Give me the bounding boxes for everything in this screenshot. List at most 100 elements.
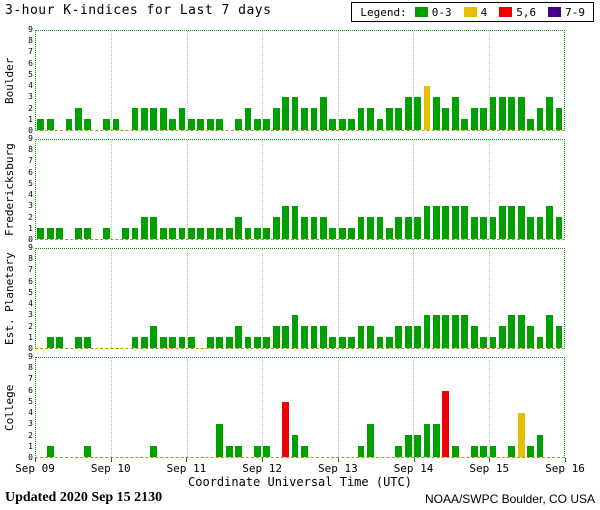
k-bar — [404, 326, 412, 348]
k-bar — [75, 337, 82, 348]
k-slot — [272, 31, 281, 130]
k-slot — [177, 140, 186, 239]
x-tick-label: Sep 16 — [545, 462, 585, 475]
k-slot — [432, 249, 441, 348]
x-tick-label: Sep 10 — [90, 462, 131, 475]
k-slot — [224, 249, 233, 348]
k-bar — [188, 119, 195, 130]
k-slot — [451, 249, 460, 348]
k-slot — [319, 31, 328, 130]
k-bar — [348, 337, 356, 348]
k-bar — [169, 337, 176, 348]
k-bar — [254, 446, 261, 457]
k-bar — [329, 228, 337, 239]
k-slot — [545, 31, 554, 130]
k-bar — [291, 315, 299, 348]
y-tick-label: 1 — [28, 223, 33, 233]
k-slot — [385, 31, 394, 130]
k-bar — [46, 228, 54, 239]
k-slot — [206, 249, 215, 348]
k-slot — [158, 31, 167, 130]
k-slot — [272, 140, 281, 239]
k-slot — [102, 140, 111, 239]
k-slot — [262, 31, 271, 130]
k-bar — [159, 108, 167, 130]
k-slot — [460, 140, 469, 239]
k-slot — [545, 140, 554, 239]
k-slot — [347, 358, 356, 457]
x-tick-label: Sep 11 — [166, 462, 207, 475]
k-slot — [469, 31, 478, 130]
k-slot — [111, 249, 120, 348]
k-bar — [395, 108, 403, 130]
k-slot — [272, 249, 281, 348]
k-bar — [423, 424, 431, 457]
legend-entry: 4 — [463, 6, 487, 19]
k-bar — [131, 337, 139, 348]
x-tick — [413, 458, 415, 462]
k-bar — [404, 435, 412, 457]
k-slot — [507, 249, 516, 348]
k-slot — [262, 249, 271, 348]
day-gridline — [488, 140, 490, 239]
y-tick-label: 5 — [28, 287, 33, 297]
day-gridline — [186, 31, 188, 130]
k-slot — [140, 31, 149, 130]
k-bar — [131, 228, 139, 239]
k-bar — [263, 446, 271, 457]
k-slot — [83, 31, 92, 130]
bars — [36, 31, 564, 130]
k-bar — [206, 228, 214, 239]
k-slot — [130, 140, 139, 239]
day-gridline — [488, 249, 490, 348]
x-axis-ticks — [35, 458, 566, 462]
k-slot — [554, 31, 563, 130]
x-tick — [489, 458, 491, 462]
k-bar — [508, 206, 516, 239]
y-tick-label: 7 — [28, 265, 33, 275]
k-bar — [263, 228, 271, 239]
k-bar — [150, 446, 158, 457]
k-bar — [178, 228, 186, 239]
y-tick-label: 3 — [28, 419, 33, 429]
k-bar — [56, 337, 63, 348]
k-bar — [517, 413, 525, 457]
k-bar — [282, 206, 290, 239]
k-bar — [348, 228, 356, 239]
k-bar — [84, 337, 92, 348]
k-bar — [442, 206, 450, 239]
legend-label: Legend: — [360, 5, 407, 19]
y-tick-label: 4 — [28, 190, 33, 200]
k-bar — [206, 119, 214, 130]
k-slot — [168, 358, 177, 457]
k-slot — [168, 249, 177, 348]
k-bar — [414, 217, 421, 239]
plot-area — [36, 249, 564, 348]
k-bar — [480, 108, 487, 130]
k-slot — [517, 31, 526, 130]
k-bar — [225, 446, 233, 457]
k-slot — [375, 249, 384, 348]
k-slot — [262, 358, 271, 457]
legend-entry-label: 7-9 — [565, 5, 585, 19]
k-slot — [526, 358, 535, 457]
k-slot — [224, 140, 233, 239]
y-tick-label: 0 — [28, 344, 33, 353]
k-slot — [224, 31, 233, 130]
k-slot — [168, 140, 177, 239]
k-slot — [535, 358, 544, 457]
k-slot — [262, 140, 271, 239]
k-slot — [234, 249, 243, 348]
k-bar — [414, 326, 421, 348]
chart-title: 3-hour K-indices for Last 7 days — [5, 3, 272, 18]
k-slot — [517, 140, 526, 239]
day-gridline — [262, 31, 264, 130]
station-label: Boulder — [3, 57, 16, 104]
station-label: Fredericksburg — [3, 143, 16, 236]
k-slot — [554, 249, 563, 348]
k-bar — [188, 228, 195, 239]
k-slot — [526, 140, 535, 239]
k-bar — [178, 108, 186, 130]
k-bar — [367, 108, 374, 130]
